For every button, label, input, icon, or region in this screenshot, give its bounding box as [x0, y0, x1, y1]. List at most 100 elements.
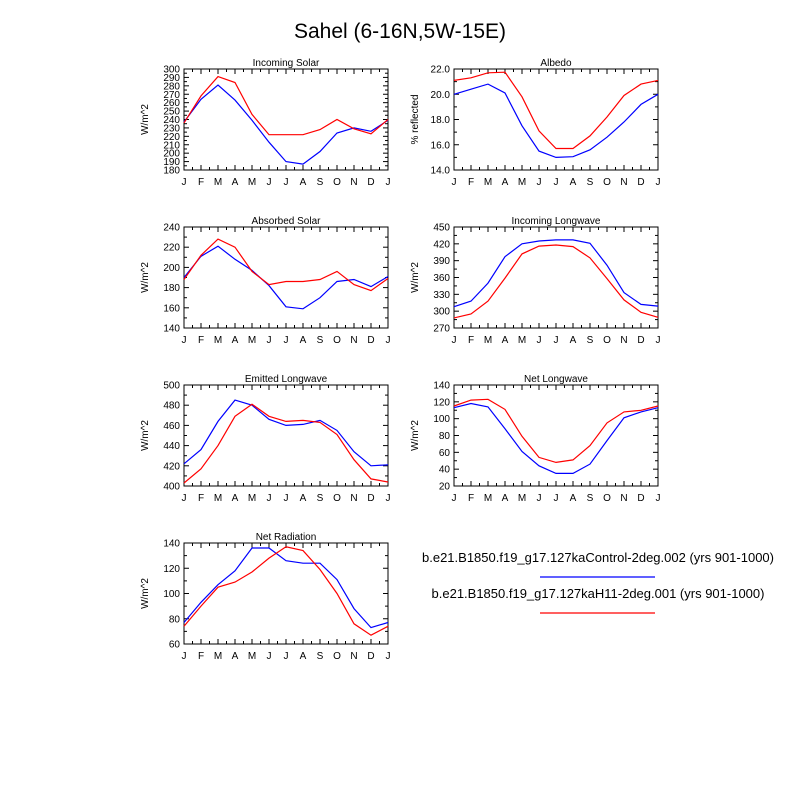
x-tick-label: M — [214, 651, 222, 662]
x-tick-label: S — [587, 493, 594, 504]
panel-title: Net Radiation — [256, 532, 317, 543]
y-tick-label: 300 — [433, 307, 450, 318]
x-tick-label: A — [300, 493, 307, 504]
panel-title: Emitted Longwave — [245, 374, 328, 385]
x-tick-label: S — [317, 335, 324, 346]
series-line-0 — [453, 83, 659, 159]
y-tick-label: 500 — [163, 381, 180, 392]
x-tick-label: F — [198, 493, 204, 504]
y-tick-label: 400 — [163, 482, 180, 493]
y-tick-label: 140 — [433, 381, 450, 392]
y-tick-label: 250 — [163, 107, 180, 118]
y-tick-label: 190 — [163, 157, 180, 168]
x-tick-label: J — [284, 651, 289, 662]
x-tick-label: J — [452, 335, 457, 346]
x-tick-label: J — [386, 177, 391, 188]
y-tick-label: 480 — [163, 401, 180, 412]
y-axis-label: W/m^2 — [410, 262, 421, 293]
x-tick-label: A — [570, 493, 577, 504]
panel-title: Incoming Longwave — [512, 216, 601, 227]
y-tick-label: 16.0 — [431, 140, 451, 151]
y-tick-label: 60 — [169, 640, 181, 651]
series-line-0 — [183, 245, 389, 310]
x-tick-label: D — [637, 493, 644, 504]
y-tick-label: 290 — [163, 73, 180, 84]
x-tick-label: D — [367, 335, 374, 346]
x-tick-label: F — [468, 335, 474, 346]
y-tick-label: 240 — [163, 223, 180, 234]
y-tick-label: 360 — [433, 273, 450, 284]
legend: b.e21.B1850.f19_g17.127kaControl-2deg.00… — [422, 550, 774, 614]
series-line-0 — [183, 84, 389, 165]
x-tick-label: A — [502, 493, 509, 504]
series-line-1 — [453, 398, 659, 464]
x-tick-label: O — [333, 493, 341, 504]
x-tick-label: A — [300, 651, 307, 662]
x-tick-label: A — [300, 177, 307, 188]
x-tick-label: J — [537, 335, 542, 346]
y-tick-label: 200 — [163, 149, 180, 160]
x-tick-label: J — [267, 493, 272, 504]
y-tick-label: 20.0 — [431, 90, 451, 101]
series-line-0 — [183, 547, 389, 629]
x-tick-label: M — [518, 493, 526, 504]
y-tick-label: 14.0 — [431, 166, 451, 177]
x-tick-label: A — [232, 493, 239, 504]
x-tick-label: M — [214, 177, 222, 188]
figure-title: Sahel (6-16N,5W-15E) — [294, 20, 506, 43]
y-tick-label: 300 — [163, 65, 180, 76]
x-tick-label: J — [182, 335, 187, 346]
x-tick-label: J — [656, 177, 661, 188]
y-axis-label: W/m^2 — [140, 262, 151, 293]
y-axis-label: W/m^2 — [140, 578, 151, 609]
y-tick-label: 450 — [433, 223, 450, 234]
x-tick-label: M — [484, 177, 492, 188]
x-tick-label: M — [248, 651, 256, 662]
x-tick-label: J — [284, 177, 289, 188]
y-axis-label: W/m^2 — [140, 420, 151, 451]
y-axis-label: W/m^2 — [410, 420, 421, 451]
y-tick-label: 100 — [163, 589, 180, 600]
x-tick-label: J — [386, 335, 391, 346]
x-tick-label: N — [620, 493, 627, 504]
x-tick-label: J — [554, 177, 559, 188]
plot-frame — [453, 226, 659, 329]
x-tick-label: A — [502, 335, 509, 346]
y-tick-label: 270 — [433, 324, 450, 335]
plot-frame — [453, 68, 659, 171]
series-line-1 — [453, 71, 659, 150]
x-tick-label: D — [637, 177, 644, 188]
series-line-1 — [183, 403, 389, 484]
y-axis-label: W/m^2 — [140, 104, 151, 135]
plot-frame — [183, 542, 389, 645]
series-line-1 — [183, 546, 389, 636]
x-tick-label: D — [637, 335, 644, 346]
panel-title: Absorbed Solar — [252, 216, 322, 227]
x-tick-label: O — [603, 493, 611, 504]
x-tick-label: J — [452, 493, 457, 504]
panel-0: J F M A M J J A S O N D J180190200210220230240250260… — [140, 58, 391, 188]
x-tick-label: N — [620, 335, 627, 346]
y-tick-label: 40 — [439, 465, 451, 476]
x-tick-label: A — [502, 177, 509, 188]
x-tick-label: D — [367, 177, 374, 188]
plot-frame — [453, 384, 659, 487]
series-line-1 — [183, 75, 389, 136]
x-tick-label: F — [468, 493, 474, 504]
x-tick-label: J — [656, 493, 661, 504]
x-tick-label: J — [267, 651, 272, 662]
series-line-0 — [453, 239, 659, 308]
x-tick-label: N — [350, 335, 357, 346]
y-tick-label: 220 — [163, 243, 180, 254]
x-tick-label: O — [333, 651, 341, 662]
panel-2: J F M A M J J A S O N D J140160180200220240Absorbed … — [140, 216, 391, 346]
x-tick-label: M — [214, 493, 222, 504]
x-tick-label: J — [554, 335, 559, 346]
x-tick-label: J — [386, 493, 391, 504]
x-tick-label: M — [248, 335, 256, 346]
y-tick-label: 420 — [433, 239, 450, 250]
x-tick-label: M — [484, 335, 492, 346]
panel-title: Incoming Solar — [253, 58, 320, 69]
series-line-0 — [183, 399, 389, 467]
y-tick-label: 20 — [439, 482, 451, 493]
